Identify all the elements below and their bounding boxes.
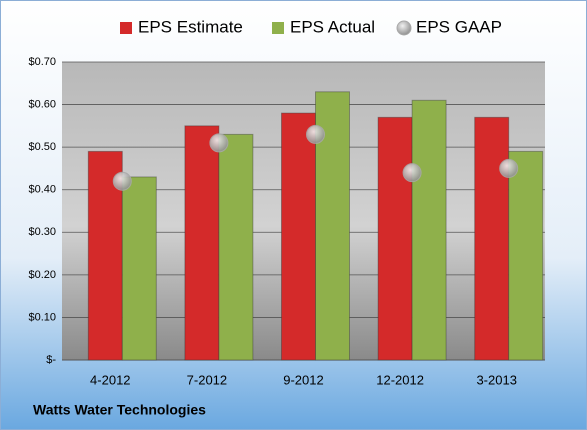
legend-label: EPS Estimate: [138, 17, 243, 36]
y-tick-label: $0.50: [28, 141, 56, 153]
y-tick-label: $0.60: [28, 98, 56, 110]
bar: [474, 116, 510, 361]
point: [402, 163, 422, 183]
point: [499, 158, 519, 178]
x-tick-label: 7-2012: [187, 372, 227, 387]
y-tick-label: $0.20: [28, 269, 56, 281]
legend-label: EPS Actual: [290, 17, 375, 36]
bar: [508, 150, 544, 361]
y-tick-label: $0.40: [28, 184, 56, 196]
legend-marker: [396, 20, 412, 36]
bar: [184, 125, 220, 361]
y-tick-label: $0.30: [28, 226, 56, 238]
x-tick-label: 4-2012: [90, 372, 130, 387]
x-tick-label: 3-2013: [476, 372, 516, 387]
y-tick-label: $0.70: [28, 56, 56, 68]
point: [306, 124, 325, 144]
point: [112, 171, 132, 191]
x-tick-label: 9-2012: [283, 372, 323, 387]
y-tick-label: $-: [46, 354, 56, 366]
bar: [281, 112, 316, 361]
footer: Watts Water Technologies: [33, 402, 206, 418]
bar: [377, 116, 413, 361]
x-tick-label: 12-2012: [376, 372, 424, 387]
bar: [411, 99, 447, 361]
legend-marker: [120, 22, 132, 34]
point: [209, 133, 229, 153]
legend-label: EPS GAAP: [416, 17, 502, 36]
legend-marker: [272, 22, 284, 34]
bar: [218, 133, 254, 361]
y-tick-label: $0.10: [28, 311, 56, 323]
bar: [121, 176, 157, 361]
